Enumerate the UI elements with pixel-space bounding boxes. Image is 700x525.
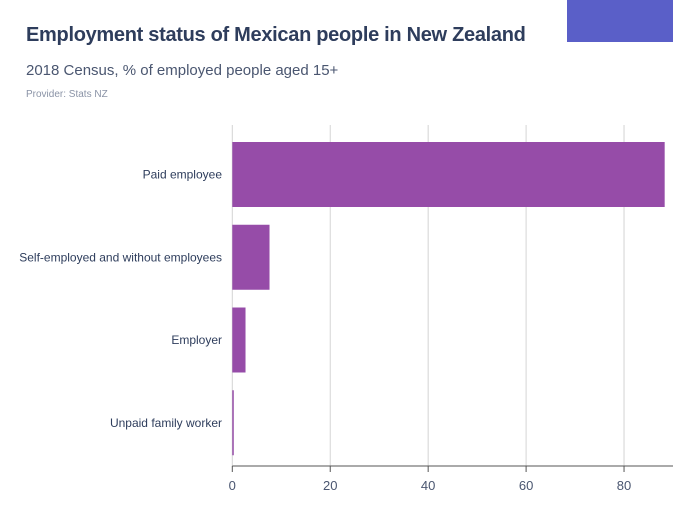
bar [232,307,246,373]
category-label: Employer [171,333,222,347]
x-tick-label: 20 [323,478,337,493]
figure-nz-logo[interactable] [567,0,673,42]
bar [232,224,270,290]
category-label: Unpaid family worker [110,416,222,430]
x-tick-label: 80 [617,478,631,493]
chart-subtitle: 2018 Census, % of employed people aged 1… [26,62,339,79]
bar [232,142,665,207]
x-tick-label: 0 [229,478,236,493]
chart-title: Employment status of Mexican people in N… [26,24,526,46]
x-tick-label: 40 [421,478,435,493]
bar [232,390,234,456]
category-label: Paid employee [143,168,223,182]
provider-label: Provider: Stats NZ [26,89,108,100]
x-tick-label: 60 [519,478,533,493]
category-label: Self-employed and without employees [19,250,222,264]
